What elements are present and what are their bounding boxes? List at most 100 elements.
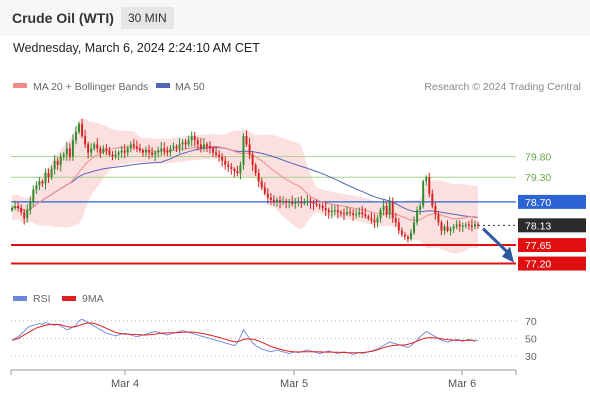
ma50-legend-label: MA 50 <box>175 81 205 93</box>
candle-body <box>193 136 196 141</box>
forecast-arrow-shaft <box>481 227 510 254</box>
candle-body <box>154 152 157 155</box>
ma20-legend-swatch <box>13 83 27 88</box>
candle-body <box>65 148 68 155</box>
candle-body <box>410 232 412 239</box>
candle-body <box>102 148 105 153</box>
candle-body <box>38 181 41 186</box>
candle-body <box>437 214 440 223</box>
timeframe-badge[interactable]: 30 MIN <box>121 7 174 29</box>
candle-body <box>343 213 345 215</box>
candle-body <box>443 226 446 231</box>
candle-body <box>129 144 132 149</box>
candle-body <box>321 206 324 209</box>
candle-body <box>236 171 239 174</box>
credit-text: Research © 2024 Trading Central <box>424 81 581 93</box>
candle-body <box>227 164 230 167</box>
candle-body <box>461 225 464 227</box>
candle-body <box>403 234 406 237</box>
candle-body <box>123 150 126 153</box>
candle-body <box>181 142 184 145</box>
candle-body <box>81 123 84 137</box>
candle-body <box>470 225 473 227</box>
candle-body <box>373 220 376 223</box>
candle-body <box>50 169 53 178</box>
candle-body <box>263 187 266 194</box>
candle-body <box>163 148 166 151</box>
candle-body <box>336 210 339 213</box>
candle-body <box>35 185 38 190</box>
candle-body <box>434 206 437 215</box>
candle-body <box>458 224 461 227</box>
candle-body <box>266 193 269 198</box>
candle-body <box>56 160 59 165</box>
candle-body <box>431 193 434 206</box>
candle-body <box>141 150 144 153</box>
candle-body <box>327 210 330 213</box>
candle-body <box>105 148 108 151</box>
candle-body <box>291 201 294 204</box>
candle-body <box>379 210 382 219</box>
candle-body <box>230 166 233 169</box>
candle-body <box>400 230 403 235</box>
rsi-ma-legend-swatch <box>62 296 76 301</box>
candle-body <box>464 224 467 226</box>
candle-body <box>257 173 260 182</box>
candle-body <box>455 224 458 227</box>
candle-body <box>53 160 56 169</box>
candle-body <box>315 203 318 206</box>
candle-body <box>166 150 169 153</box>
x-tick-label: Mar 6 <box>448 378 476 390</box>
ma50-line <box>11 147 479 218</box>
candle-body <box>367 216 370 219</box>
candle-body <box>78 123 80 132</box>
candle-body <box>397 222 400 231</box>
candle-body <box>406 236 409 239</box>
candle-body <box>422 181 425 206</box>
candle-body <box>297 201 300 203</box>
candle-body <box>324 208 327 211</box>
candle-body <box>339 212 342 214</box>
candle-body <box>306 201 309 203</box>
candle-body <box>172 146 175 149</box>
candle-body <box>14 206 17 209</box>
candle-body <box>29 201 32 211</box>
candle-body <box>111 154 114 157</box>
candle-body <box>187 140 190 145</box>
candle-body <box>260 181 263 188</box>
candle-body <box>120 150 123 153</box>
candle-body <box>288 201 291 203</box>
candle-body <box>394 218 397 223</box>
candle-body <box>160 148 163 151</box>
candle-body <box>26 210 29 219</box>
rsi-plot: 70 50 30 <box>11 316 537 363</box>
candle-body <box>96 144 99 149</box>
candle-body <box>446 226 449 231</box>
ma20-legend-label: MA 20 + Bollinger Bands <box>33 81 148 93</box>
x-tick-label: Mar 4 <box>111 378 139 390</box>
candle-body <box>90 148 93 153</box>
rsi-tick-label: 70 <box>525 316 537 328</box>
candle-body <box>47 173 50 178</box>
price-levels: 79.80 79.30 78.70 78.13 77.65 77.20 <box>481 152 586 271</box>
support-label-box <box>518 238 586 253</box>
candle-body <box>285 201 288 203</box>
candle-body <box>208 146 211 149</box>
candle-body <box>44 173 47 184</box>
rsi-legend-label: RSI <box>33 293 51 305</box>
header-bar <box>0 0 590 36</box>
candle-body <box>178 144 181 149</box>
ma50-legend-swatch <box>156 83 170 88</box>
candle-body <box>84 136 87 145</box>
candle-body <box>71 140 74 157</box>
candle-body <box>68 148 71 157</box>
candle-body <box>138 148 141 151</box>
candle-body <box>467 224 470 226</box>
candle-body <box>419 206 422 211</box>
candle-body <box>272 199 275 202</box>
candle-body <box>132 144 135 147</box>
candle-body <box>175 146 178 149</box>
candle-body <box>17 206 20 209</box>
candle-body <box>358 212 361 215</box>
candle-body <box>242 136 245 165</box>
